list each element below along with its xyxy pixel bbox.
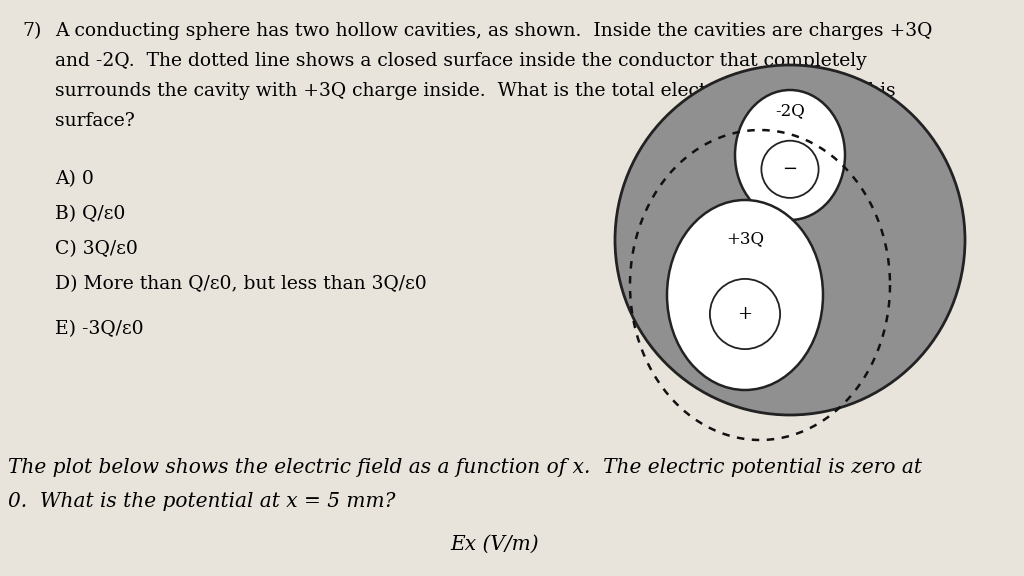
Ellipse shape <box>667 200 823 390</box>
Text: +: + <box>737 305 753 323</box>
Text: A conducting sphere has two hollow cavities, as shown.  Inside the cavities are : A conducting sphere has two hollow cavit… <box>55 22 933 40</box>
Text: D) More than Q/ε0, but less than 3Q/ε0: D) More than Q/ε0, but less than 3Q/ε0 <box>55 275 427 293</box>
Text: surrounds the cavity with +3Q charge inside.  What is the total electric flux th: surrounds the cavity with +3Q charge ins… <box>55 82 896 100</box>
Text: C) 3Q/ε0: C) 3Q/ε0 <box>55 240 138 258</box>
Circle shape <box>615 65 965 415</box>
Ellipse shape <box>735 90 845 220</box>
Text: and -2Q.  The dotted line shows a closed surface inside the conductor that compl: and -2Q. The dotted line shows a closed … <box>55 52 866 70</box>
Text: -2Q: -2Q <box>775 103 805 119</box>
Text: E) -3Q/ε0: E) -3Q/ε0 <box>55 320 143 338</box>
Text: A) 0: A) 0 <box>55 170 94 188</box>
Text: +3Q: +3Q <box>726 230 764 248</box>
Text: surface?: surface? <box>55 112 135 130</box>
Text: 0.  What is the potential at x = 5 mm?: 0. What is the potential at x = 5 mm? <box>8 492 395 511</box>
Text: The plot below shows the electric field as a function of x.  The electric potent: The plot below shows the electric field … <box>8 458 922 477</box>
Text: 7): 7) <box>22 22 41 40</box>
Text: −: − <box>782 160 798 179</box>
Text: B) Q/ε0: B) Q/ε0 <box>55 205 125 223</box>
Text: Ex (V/m): Ex (V/m) <box>450 535 539 554</box>
